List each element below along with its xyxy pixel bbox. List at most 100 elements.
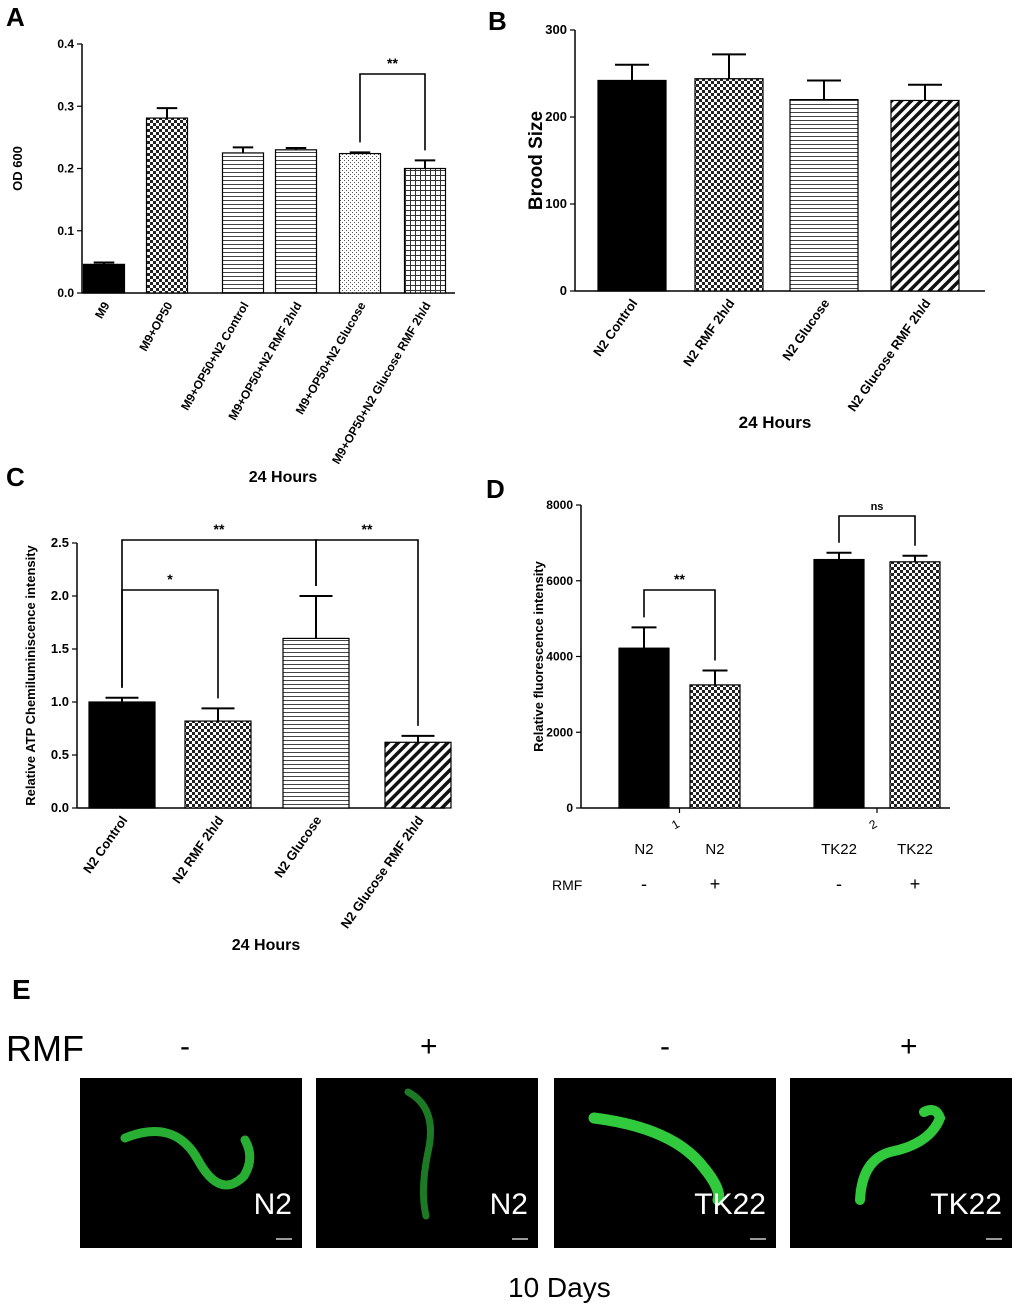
y-tick-label: 1.5 (51, 641, 69, 656)
panel-e-sign-3: - (660, 1030, 670, 1063)
panel-e-caption: 10 Days (508, 1272, 611, 1303)
panel-e-letter: E (12, 974, 31, 1005)
bar (282, 637, 350, 809)
y-axis-title: Relative fluorescence intensity (531, 560, 546, 752)
micrograph-label: TK22 (694, 1188, 766, 1221)
y-tick-label: 0.1 (57, 224, 74, 238)
significance-bracket (643, 589, 716, 661)
chart-b: 0 100 200 300 Brood Size N2 Control N2 RMF 2h/… (526, 22, 985, 432)
worm-micrograph-icon (588, 1112, 725, 1206)
rmf-sign: + (910, 874, 921, 894)
x-axis-title: 24 Hours (739, 413, 812, 432)
x-tick-label: N2 RMF 2h/d (680, 296, 737, 369)
panel-e-sign-2: + (420, 1030, 438, 1063)
worm-micrograph-icon (120, 1127, 255, 1190)
panel-e-sign-1: - (180, 1030, 190, 1063)
y-tick-label: 6000 (546, 574, 573, 588)
x-tick-label: M9+OP50 (136, 299, 175, 353)
y-tick-label: 2000 (546, 725, 573, 739)
y-tick-label: 2.5 (51, 535, 69, 550)
y-tick-label: 100 (545, 196, 567, 211)
chart-a: 0.0 0.1 0.2 0.3 0.4 OD 600 M9 M9+OP50 M9+OP50+N2… (10, 37, 455, 486)
micrograph-label: TK22 (930, 1188, 1002, 1221)
panel-a-letter: A (6, 2, 25, 32)
micrograph-tk22-rmf: TK22 (790, 1078, 1012, 1248)
y-tick-label: 0.0 (57, 286, 74, 300)
x-tick-label: N2 RMF 2h/d (169, 813, 226, 886)
x-tick-label: N2 Glucose (779, 296, 832, 363)
y-tick-label: 0.2 (57, 162, 74, 176)
y-tick-label: 0.4 (57, 37, 74, 51)
bar (338, 152, 382, 294)
bar (145, 117, 189, 294)
micrograph-label: N2 (489, 1188, 528, 1221)
significance-bracket (838, 515, 916, 546)
rmf-row-label: RMF (552, 877, 582, 893)
bar (221, 152, 265, 294)
x-tick-label: M9+OP50+N2 Glucose (293, 299, 369, 417)
bar (890, 99, 960, 292)
bar (813, 558, 865, 809)
bar (597, 79, 667, 292)
x-tick-label: N2 Control (80, 813, 130, 876)
y-tick-label: 0 (566, 801, 573, 815)
scale-bar (512, 1238, 528, 1240)
y-tick-label: 4000 (546, 650, 573, 664)
bar (694, 78, 764, 292)
y-tick-label: 0 (560, 283, 567, 298)
x-tick-label: M9 (92, 299, 113, 321)
x-axis-title: 24 Hours (249, 469, 318, 486)
y-tick-label: 1.0 (51, 694, 69, 709)
y-tick-label: 0.3 (57, 99, 74, 113)
y-tick-label: 0.5 (51, 747, 69, 762)
significance-label: * (167, 571, 173, 587)
bar (384, 741, 452, 809)
significance-bracket (121, 589, 219, 699)
rmf-sign: - (836, 874, 842, 894)
panel-e-rmf-label: RMF (6, 1028, 84, 1069)
scale-bar (750, 1238, 766, 1240)
micrograph-label: N2 (253, 1188, 292, 1221)
x-tick-label: TK22 (821, 841, 857, 858)
panel-d-letter: D (486, 474, 505, 504)
rmf-sign: - (641, 874, 647, 894)
bar (789, 98, 859, 292)
y-axis-title: OD 600 (10, 146, 25, 191)
scale-bar (276, 1238, 292, 1240)
bar (82, 263, 126, 294)
y-tick-label: 2.0 (51, 588, 69, 603)
significance-label: ** (674, 571, 685, 587)
bar (88, 701, 156, 809)
significance-label: ** (214, 521, 225, 537)
x-tick-label: N2 Glucose (271, 813, 324, 880)
panel-b-letter: B (488, 6, 507, 36)
y-tick-label: 0.0 (51, 800, 69, 815)
x-tick-label: N2 Glucose RMF 2h/d (338, 813, 427, 931)
bar (889, 561, 941, 809)
y-axis-title: Brood Size (526, 111, 547, 210)
panel-c-letter: C (6, 462, 25, 492)
x-axis-title: 24 Hours (232, 937, 301, 954)
chart-d: 0 2000 4000 6000 8000 Relative fluorescence i… (531, 498, 950, 894)
group-tick-label: 1 (669, 817, 682, 833)
x-tick-label: N2 (705, 841, 724, 858)
bar (274, 149, 318, 294)
worm-micrograph-icon (855, 1105, 946, 1205)
bar (689, 684, 741, 809)
x-tick-label: N2 (634, 841, 653, 858)
chart-c: 0.0 0.5 1.0 1.5 2.0 2.5 Relative ATP Chemilumi… (23, 521, 452, 954)
panel-e-sign-4: + (900, 1030, 918, 1063)
group-tick-label: 2 (867, 817, 880, 833)
y-tick-label: 300 (545, 22, 567, 37)
x-tick-label: N2 Control (590, 296, 640, 359)
rmf-sign: + (710, 874, 721, 894)
y-tick-label: 8000 (546, 498, 573, 512)
y-axis-title: Relative ATP Chemiluminiscence intensity (23, 544, 38, 805)
x-tick-label: N2 Glucose RMF 2h/d (845, 296, 934, 414)
significance-bracket (359, 73, 426, 151)
micrograph-n2-control: N2 (80, 1078, 302, 1248)
x-tick-label: TK22 (897, 841, 933, 858)
significance-label: ** (362, 521, 373, 537)
significance-label: ** (387, 55, 398, 71)
significance-bracket (315, 539, 419, 726)
